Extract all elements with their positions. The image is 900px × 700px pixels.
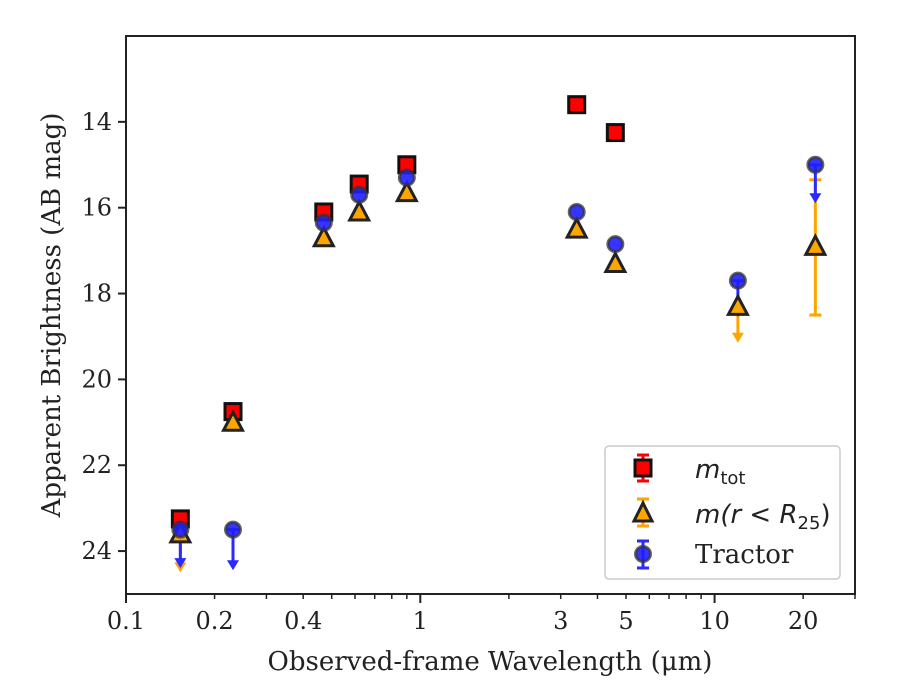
upper-limit-arrowhead [227,560,240,571]
data-point-triangle [564,215,589,239]
data-point-triangle [803,233,828,256]
legend-m-r25-sub: 25 [798,513,821,534]
data-point-triangle [394,179,419,203]
data-point-circle [567,202,586,221]
data-point-triangle [311,224,336,248]
x-tick-label: 3 [553,607,568,635]
data-point-triangle [725,293,750,316]
data-point-circle [606,235,625,254]
legend-label-m-tot: mtot [695,455,745,489]
x-tick-label: 0.2 [196,607,234,635]
legend-m-r25-end: ) [820,500,830,530]
y-axis-title: Apparent Brightness (AB mag) [37,113,67,519]
legend-label-m-r25: m(r < R25) [695,500,831,534]
data-point-circle [350,185,369,204]
y-tick-label: 24 [81,537,112,565]
x-tick-label: 5 [618,607,633,635]
legend-label-tractor: Tractor [695,540,794,570]
x-axis-title: Observed-frame Wavelength (μm) [268,647,713,677]
legend-marker-tractor [634,539,652,570]
legend: mtot m(r < R25) Tractor [604,445,841,580]
data-point-square [605,123,625,143]
legend-m-tot-main: m [695,455,720,485]
y-tick-label: 18 [81,280,112,308]
data-point-triangle [347,198,372,222]
x-tick-label: 20 [788,607,819,635]
y-axis: 14 16 18 20 22 24 [81,108,126,565]
data-point-triangle [603,250,628,273]
data-point-circle [314,213,333,232]
data-point-circle [806,155,825,174]
data-marks [168,95,828,573]
legend-m-tot-sub: tot [720,468,745,489]
legend-m-r25-main: m(r < R [695,500,798,530]
y-tick-label: 22 [81,451,112,479]
upper-limit-arrowhead [731,332,744,343]
y-tick-label: 16 [81,194,112,222]
x-tick-label: 0.4 [284,607,322,635]
data-point-circle [397,168,416,187]
x-axis: 0.1 0.2 0.4 1 3 5 10 20 [107,594,856,635]
y-tick-label: 14 [81,108,112,136]
x-tick-label: 1 [413,607,428,635]
data-point-circle [728,271,747,290]
plot-area-frame [125,35,856,595]
data-point-triangle [221,409,245,432]
upper-limit-arrowhead [174,558,187,569]
data-point-square [567,95,587,115]
x-tick-label: 10 [699,607,730,635]
data-point-circle [171,520,190,539]
legend-marker-m-r25 [631,497,655,528]
data-point-circle [224,520,243,539]
x-tick-label: 0.1 [107,607,145,635]
upper-limit-arrowhead [809,193,822,204]
legend-box [604,445,841,580]
y-tick-label: 20 [81,365,112,393]
legend-marker-m-tot [633,453,653,483]
